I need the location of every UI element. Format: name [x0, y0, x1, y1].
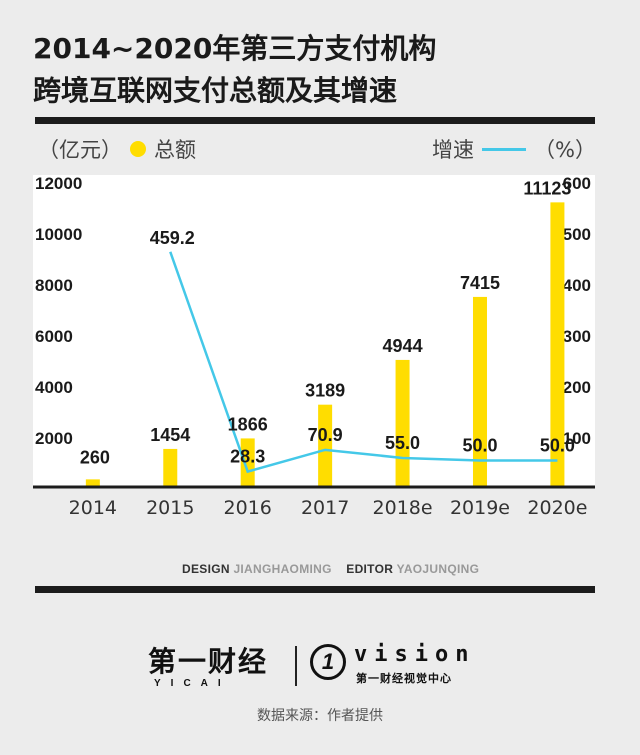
- line-value-label: 70.9: [308, 425, 343, 445]
- left-unit-label: （亿元）: [38, 138, 122, 162]
- line-value-label: 50.0: [462, 436, 497, 456]
- title-line-2: 跨境互联网支付总额及其增速: [33, 74, 398, 107]
- left-axis-tick-label: 6000: [35, 327, 73, 346]
- left-axis-tick-label: 8000: [35, 276, 73, 295]
- growth-line: [169, 251, 558, 474]
- top-rule: [35, 117, 595, 124]
- bar: [472, 296, 487, 486]
- x-axis-tick-label: 2020e: [527, 497, 587, 519]
- vision-word: vision: [354, 642, 476, 667]
- source-note: 数据来源：作者提供: [257, 708, 383, 724]
- yicai-logo: 第一财经 YICAI: [148, 640, 268, 689]
- editor-name: YAOJUNQING: [396, 562, 480, 576]
- bar-value-label: 7415: [460, 273, 500, 293]
- bar-legend-label: 总额: [154, 138, 196, 162]
- bar-value-label: 11123: [523, 178, 571, 198]
- bar: [550, 202, 565, 486]
- editor-label: EDITOR: [346, 562, 394, 576]
- bar-value-label: 4944: [383, 336, 423, 356]
- left-axis-tick-label: 4000: [35, 378, 73, 397]
- line-legend-label: 增速: [432, 138, 475, 162]
- x-axis-tick-label: 2014: [69, 497, 117, 519]
- right-axis-tick-label: 600: [563, 174, 591, 193]
- yicai-logo-en: YICAI: [154, 678, 231, 689]
- bar-value-label: 260: [80, 447, 110, 467]
- design-label: DESIGN: [182, 562, 230, 576]
- left-axis-tick-label: 10000: [35, 225, 82, 244]
- bottom-rule: [35, 586, 595, 593]
- bar: [395, 359, 410, 486]
- combo-chart: 2000 4000 6000 8000 10000 12000 100 200 300 400 50…: [33, 174, 595, 519]
- bar-value-label: 3189: [305, 381, 345, 401]
- yicai-logo-cn: 第一财经: [148, 645, 269, 678]
- right-axis-tick-label: 500: [563, 225, 591, 244]
- right-unit-label: （%）: [534, 138, 596, 162]
- line-legend-swatch: [482, 147, 527, 151]
- bar: [163, 448, 178, 486]
- x-axis-tick-label: 2018e: [373, 497, 433, 519]
- design-name: JIANGHAOMING: [233, 562, 332, 576]
- bar-value-label: 1866: [228, 414, 268, 434]
- right-axis-tick-label: 200: [563, 378, 591, 397]
- x-axis-tick-label: 2016: [224, 497, 272, 519]
- x-axis-tick-label: 2015: [146, 497, 194, 519]
- left-axis-tick-label: 12000: [35, 174, 82, 193]
- logos: 第一财经 YICAI 1 vision 第一财经视觉中心: [148, 640, 488, 690]
- vision-sub: 第一财经视觉中心: [356, 672, 452, 685]
- chart-title: 2014~2020年第三方支付机构 跨境互联网支付总额及其增速: [33, 28, 613, 112]
- bar: [85, 479, 100, 486]
- right-axis-tick-label: 100: [563, 429, 591, 448]
- credits: DESIGN JIANGHAOMING EDITOR YAOJUNQING: [182, 562, 479, 576]
- bar-value-label: 1454: [150, 425, 190, 445]
- line-value-label: 28.3: [230, 447, 265, 467]
- left-axis-tick-label: 2000: [35, 429, 73, 448]
- line-value-label: 50.0: [540, 436, 575, 456]
- x-axis-tick-label: 2019e: [450, 497, 510, 519]
- title-line-1: 2014~2020年第三方支付机构: [33, 32, 437, 65]
- bar-legend-swatch: [130, 141, 146, 157]
- plot-area: [33, 175, 595, 486]
- bar: [240, 438, 255, 486]
- logo-divider: [295, 646, 297, 686]
- vision-mark-icon: 1: [310, 644, 346, 680]
- right-axis-tick-label: 400: [563, 276, 591, 295]
- line-value-label: 459.2: [150, 228, 195, 248]
- bar: [318, 404, 333, 486]
- line-value-label: 55.0: [385, 433, 420, 453]
- x-axis-tick-label: 2017: [301, 497, 349, 519]
- right-axis-tick-label: 300: [563, 327, 591, 346]
- legend-left: （亿元） 总额: [38, 134, 196, 164]
- legend-right: 增速 （%）: [432, 134, 596, 164]
